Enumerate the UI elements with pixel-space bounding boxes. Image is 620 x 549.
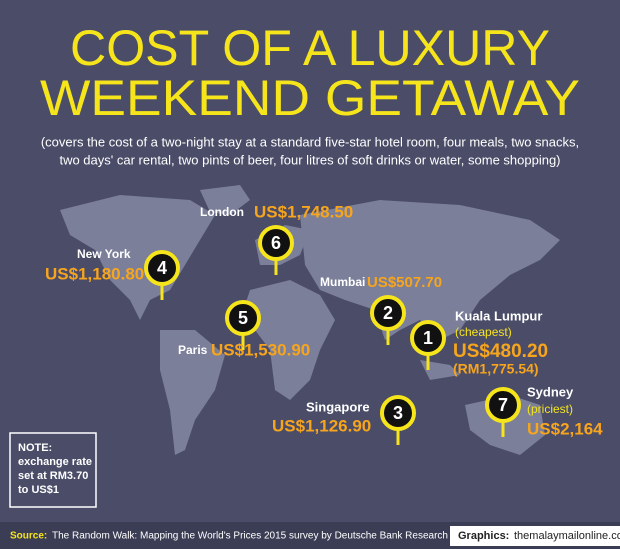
pin [144, 250, 180, 286]
city-price: US$2,164 [527, 419, 603, 438]
pin-rank: 3 [393, 403, 403, 423]
cities: 1 Kuala Lumpur (cheapest) US$480.20(RM1,775… [45, 202, 603, 445]
note-line: NOTE: [18, 442, 52, 454]
city-name: Paris [178, 343, 208, 357]
world-map [60, 185, 560, 455]
city-name: Kuala Lumpur [455, 308, 542, 323]
pin [485, 387, 521, 423]
city-note: (cheapest) [455, 325, 512, 339]
city-name: Singapore [306, 399, 370, 414]
city-price: US$1,530.90 [211, 340, 310, 359]
note-box [9, 432, 97, 508]
city-price: US$1,126.90 [272, 416, 371, 435]
pin-rank: 2 [383, 303, 393, 323]
source-label: Source: [10, 531, 47, 542]
source: The Random Walk: Mapping the World's Pri… [52, 531, 448, 542]
pin-rank: 6 [271, 233, 281, 253]
pin-rank: 5 [238, 308, 248, 328]
subtitle: (covers the cost of a two-night stay at … [41, 134, 579, 149]
pin [370, 295, 406, 331]
pin-rank: 7 [498, 395, 508, 415]
title: COST OF A LUXURY [70, 20, 550, 76]
city-name: London [200, 205, 244, 219]
note-line: set at RM3.70 [18, 470, 88, 482]
title: WEEKEND GETAWAY [40, 70, 580, 126]
pin-rank: 4 [157, 258, 167, 278]
credit: themalaymailonline.com [514, 530, 620, 542]
credit-label: Graphics: [458, 530, 509, 542]
pin [225, 300, 261, 336]
pin-rank: 1 [423, 328, 433, 348]
city-note: (priciest) [527, 402, 573, 416]
pin [258, 225, 294, 261]
city-price: US$1,748.50 [254, 202, 353, 221]
city-price: US$1,180.80 [45, 264, 144, 283]
pin [380, 395, 416, 431]
city-price: US$507.70 [367, 274, 442, 291]
note: NOTE: exchange rate set at RM3.70 to US$… [18, 442, 92, 496]
note-line: exchange rate [18, 456, 92, 468]
note-line: to US$1 [18, 484, 59, 496]
pin [410, 320, 446, 356]
city-local-price: (RM1,775.54) [453, 361, 539, 377]
city-price: US$480.20 [453, 341, 548, 362]
city-name: Mumbai [320, 275, 365, 289]
city-name: Sydney [527, 384, 574, 399]
city-name: New York [77, 247, 131, 261]
credit-box [450, 526, 620, 546]
subtitle: two days' car rental, two pints of beer,… [59, 152, 560, 167]
